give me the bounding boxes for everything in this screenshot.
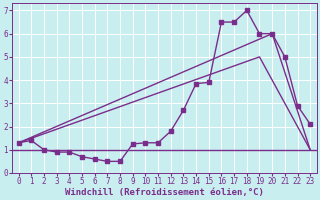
X-axis label: Windchill (Refroidissement éolien,°C): Windchill (Refroidissement éolien,°C): [65, 188, 264, 197]
